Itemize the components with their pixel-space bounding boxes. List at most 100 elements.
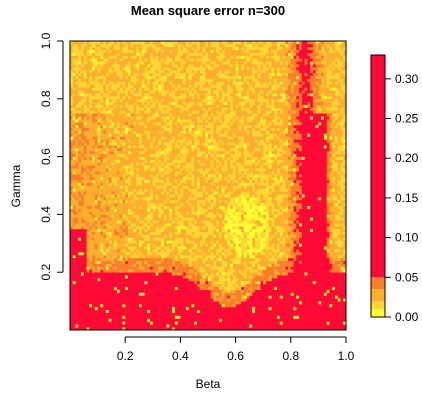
heatmap-cell [130, 136, 134, 140]
heatmap-cell [199, 150, 203, 155]
heatmap-cell [161, 283, 165, 287]
heatmap-cell [177, 254, 181, 259]
heatmap-cell [205, 312, 209, 316]
heatmap-cell [127, 286, 132, 290]
heatmap-cell [174, 211, 178, 215]
heatmap-cell [174, 46, 178, 51]
heatmap-cell [125, 78, 129, 82]
heatmap-cell [194, 269, 198, 273]
heatmap-cell [97, 150, 101, 155]
heatmap-cell [127, 87, 132, 91]
heatmap-cell [114, 139, 118, 143]
heatmap-cell [78, 223, 82, 227]
heatmap-cell [89, 321, 93, 325]
heatmap-cell [136, 72, 140, 77]
heatmap-cell [196, 188, 201, 192]
heatmap-cell [108, 95, 112, 100]
heatmap-cell [202, 301, 206, 305]
heatmap-cell [83, 269, 87, 273]
heatmap-cell [150, 217, 154, 221]
heatmap-cell [158, 72, 162, 77]
heatmap-cell [133, 130, 137, 134]
heatmap-cell [141, 243, 145, 247]
heatmap-cell [147, 251, 151, 256]
heatmap-cell [108, 194, 112, 198]
heatmap-cell [183, 318, 187, 322]
heatmap-cell [75, 280, 79, 285]
heatmap-cell [100, 107, 104, 111]
heatmap-cell [72, 107, 76, 111]
heatmap-cell [158, 116, 162, 120]
heatmap-cell [114, 321, 118, 325]
heatmap-cell [183, 116, 187, 120]
heatmap-cell [97, 173, 101, 178]
heatmap-cell [141, 298, 145, 302]
heatmap-cell [108, 205, 112, 209]
heatmap-cell [158, 249, 162, 253]
heatmap-cell [100, 289, 104, 293]
heatmap-cell [81, 72, 85, 77]
heatmap-cell [108, 121, 112, 126]
heatmap-cell [127, 90, 132, 94]
heatmap-cell [89, 303, 93, 308]
heatmap-cell [199, 197, 203, 201]
heatmap-cell [202, 127, 206, 131]
heatmap-cell [78, 168, 82, 172]
heatmap-cell [122, 231, 126, 235]
heatmap-cell [89, 95, 93, 100]
heatmap-cell [92, 127, 96, 131]
heatmap-cell [183, 124, 187, 129]
heatmap-cell [70, 156, 74, 160]
heatmap-cell [78, 208, 82, 212]
heatmap-cell [147, 295, 151, 299]
heatmap-cell [152, 324, 156, 328]
heatmap-cell [191, 292, 195, 296]
heatmap-cell [100, 188, 104, 192]
heatmap-cell [119, 93, 123, 97]
heatmap-cell [163, 87, 167, 91]
heatmap-cell [114, 327, 118, 331]
heatmap-cell [158, 46, 162, 51]
heatmap-cell [199, 75, 203, 79]
heatmap-cell [169, 223, 173, 227]
heatmap-cell [105, 98, 109, 103]
heatmap-cell [97, 41, 101, 45]
heatmap-cell [150, 67, 154, 71]
heatmap-cell [177, 205, 181, 209]
heatmap-cell [130, 113, 134, 117]
heatmap-cell [119, 95, 123, 100]
heatmap-cell [139, 159, 143, 163]
heatmap-cell [199, 133, 203, 137]
heatmap-cell [81, 124, 85, 129]
heatmap-cell [196, 116, 201, 120]
heatmap-cell [139, 269, 143, 273]
heatmap-cell [75, 286, 79, 290]
heatmap-cell [158, 191, 162, 195]
heatmap-cell [188, 145, 192, 149]
heatmap-cell [144, 147, 148, 152]
heatmap-cell [125, 107, 129, 111]
heatmap-cell [180, 260, 184, 264]
heatmap-cell [194, 95, 198, 100]
heatmap-cell [188, 78, 192, 82]
heatmap-cell [125, 321, 129, 325]
heatmap-cell [136, 263, 140, 267]
heatmap-cell [172, 275, 176, 279]
heatmap-cell [114, 234, 118, 238]
heatmap-cell [191, 260, 195, 264]
heatmap-cell [111, 315, 115, 319]
heatmap-cell [127, 231, 132, 235]
heatmap-cell [125, 225, 129, 230]
heatmap-cell [111, 269, 115, 273]
heatmap-cell [191, 266, 195, 270]
heatmap-cell [155, 315, 159, 319]
heatmap-cell [92, 277, 96, 282]
heatmap-cell [144, 257, 148, 261]
heatmap-cell [119, 225, 123, 230]
heatmap-cell [185, 324, 190, 328]
heatmap-cell [139, 228, 143, 233]
heatmap-cell [89, 165, 93, 169]
heatmap-cell [75, 145, 79, 149]
heatmap-cell [144, 101, 148, 105]
heatmap-cell [199, 113, 203, 117]
